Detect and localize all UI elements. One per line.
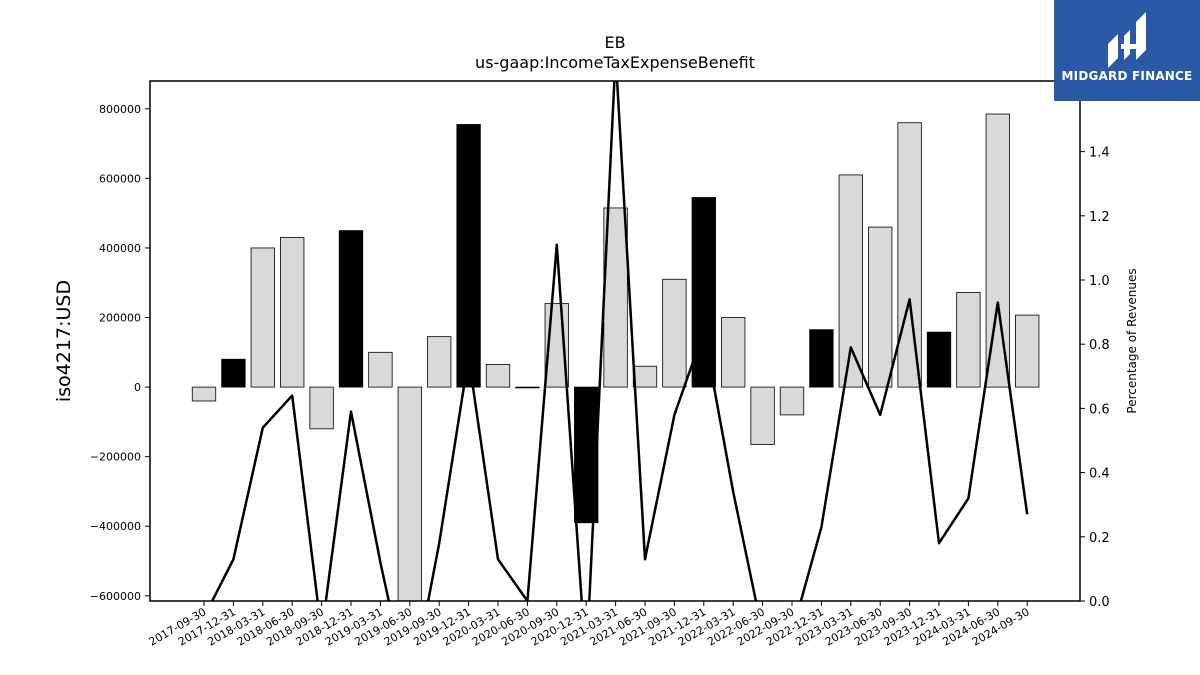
y-tick-label: 600000 xyxy=(99,172,141,185)
bar-2021-12-31 xyxy=(691,197,716,388)
bar-2020-12-31 xyxy=(574,386,599,524)
y2-tick-label: 0.8 xyxy=(1089,338,1110,353)
bar-2022-06-30 xyxy=(750,386,775,445)
bar-2023-06-30 xyxy=(868,226,893,388)
y2-tick-label: 0.0 xyxy=(1089,595,1110,610)
brand-logo: MIDGARD FINANCE xyxy=(1054,0,1200,101)
y2-tick-label: 1.0 xyxy=(1089,274,1110,289)
bar-2022-09-30 xyxy=(779,386,805,416)
y-tick-label: 800000 xyxy=(99,103,141,116)
bar-2020-03-31 xyxy=(485,364,511,388)
bar-2023-09-30 xyxy=(897,122,922,388)
bar-2019-06-30 xyxy=(397,386,422,601)
bar-2022-12-31 xyxy=(809,329,834,388)
y2-tick-label: 0.6 xyxy=(1089,402,1110,417)
y2-axis-label: Percentage of Revenues xyxy=(1125,268,1139,413)
bar-2021-06-30 xyxy=(632,365,658,388)
y-tick-label: −200000 xyxy=(90,451,141,464)
bar-2024-06-30 xyxy=(985,113,1010,388)
y-tick-label: −600000 xyxy=(90,590,141,603)
bar-2019-03-31 xyxy=(368,351,393,388)
bar-2018-06-30 xyxy=(280,237,305,388)
bar-2017-12-31 xyxy=(221,358,246,388)
bar-2022-03-31 xyxy=(721,317,746,388)
y-tick-label: 200000 xyxy=(99,312,141,325)
chart-subtitle: us-gaap:IncomeTaxExpenseBenefit xyxy=(475,53,755,72)
percentage-line xyxy=(210,81,1029,601)
bar-2018-09-30 xyxy=(309,386,334,430)
y2-tick-label: 1.4 xyxy=(1089,146,1110,161)
bar-2024-03-31 xyxy=(956,292,981,388)
bar-2020-06-30 xyxy=(515,386,540,389)
bar-2023-03-31 xyxy=(838,174,863,388)
plot-frame xyxy=(149,80,1081,602)
brand-logo-text: MIDGARD FINANCE xyxy=(1061,69,1193,83)
bar-2018-03-31 xyxy=(250,247,275,388)
y2-tick-label: 0.4 xyxy=(1089,467,1110,482)
bar-2024-09-30 xyxy=(1015,314,1040,388)
bar-2019-09-30 xyxy=(427,336,452,388)
bar-2021-09-30 xyxy=(662,278,687,388)
midgard-logo-icon xyxy=(1108,12,1146,68)
y2-tick-label: 1.2 xyxy=(1089,210,1110,225)
y-axis-label: iso4217:USD xyxy=(53,280,75,402)
y-tick-label: 0 xyxy=(134,381,141,394)
y-tick-label: 400000 xyxy=(99,242,141,255)
bar-2017-09-30 xyxy=(191,386,217,402)
y-tick-label: −400000 xyxy=(90,520,141,533)
chart-title: EB xyxy=(604,33,625,52)
bar-2023-12-31 xyxy=(926,331,952,388)
y2-tick-label: 0.2 xyxy=(1089,531,1110,546)
bar-2019-12-31 xyxy=(456,124,481,388)
bar-2018-12-31 xyxy=(338,230,364,388)
